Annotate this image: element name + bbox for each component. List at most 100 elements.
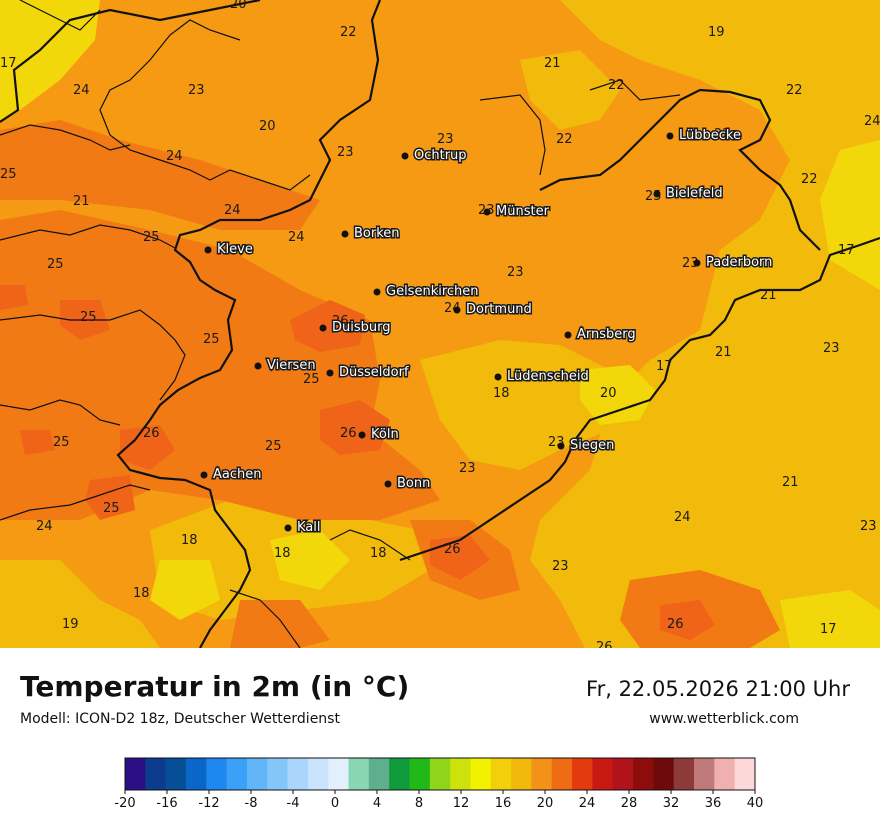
tick-label: -4 [287, 796, 300, 811]
city-label: Lübbecke [679, 128, 741, 143]
temperature-label: 23 [860, 519, 877, 534]
temperature-label: 22 [608, 78, 625, 93]
color-swatch [185, 758, 207, 790]
temperature-label: 21 [715, 345, 732, 360]
city-dot [693, 259, 701, 267]
city-dot [200, 471, 208, 479]
tick-label: 40 [747, 796, 764, 811]
temperature-label: 24 [288, 230, 305, 245]
temperature-label: 17 [820, 622, 837, 637]
city-dot [564, 331, 572, 339]
city-label: Paderborn [706, 255, 772, 270]
temperature-label: 18 [133, 586, 150, 601]
temperature-label: 17 [838, 243, 855, 258]
temperature-label: 21 [73, 194, 90, 209]
city-dot [254, 362, 262, 370]
city-paderborn: Paderborn [693, 254, 774, 272]
city-dot [284, 524, 292, 532]
city-label: Kall [297, 520, 321, 535]
city-label: Aachen [213, 467, 261, 482]
city-dot [341, 230, 349, 238]
temperature-label: 25 [143, 230, 160, 245]
city-dot [204, 246, 212, 254]
color-swatch [734, 758, 756, 790]
temperature-label: 24 [674, 510, 691, 525]
color-swatch [551, 758, 573, 790]
color-swatch [531, 758, 553, 790]
color-swatch [612, 758, 634, 790]
color-swatch [653, 758, 675, 790]
city-label: Bonn [397, 476, 430, 491]
temperature-label: 24 [73, 83, 90, 98]
city-dot [373, 288, 381, 296]
temperature-map: 20 19 22 17 21 22 24 23 22 24 20 23 23 2… [0, 0, 880, 648]
website-link[interactable]: www.wetterblick.com [649, 711, 799, 727]
city-dot [319, 324, 327, 332]
tick-label: 36 [705, 796, 722, 811]
temperature-label: 24 [224, 203, 241, 218]
temperature-label: 22 [801, 172, 818, 187]
temperature-label: 18 [370, 546, 387, 561]
temperature-label: 21 [760, 288, 777, 303]
city-label: Borken [354, 226, 400, 241]
city-dot [358, 431, 366, 439]
color-swatch [470, 758, 492, 790]
city-label: Münster [496, 204, 550, 219]
map-title: Temperatur in 2m (in °C) [20, 670, 410, 703]
borders [0, 0, 880, 648]
city-label: Arnsberg [577, 327, 636, 342]
tick-label: -16 [156, 796, 177, 811]
temperature-label: 18 [181, 533, 198, 548]
temperature-label: 22 [556, 132, 573, 147]
city-viersen: Viersen [254, 357, 317, 375]
color-swatch [145, 758, 167, 790]
city-dot [326, 369, 334, 377]
temperature-label: 23 [682, 256, 699, 271]
model-info: Modell: ICON-D2 18z, Deutscher Wetterdie… [20, 711, 340, 727]
city-dot [384, 480, 392, 488]
temperature-label: 20 [600, 386, 617, 401]
temperature-label: 25 [80, 310, 97, 325]
temperature-label: 18 [493, 386, 510, 401]
city-markers: Lübbecke Ochtrup Bielefeld Münster Kleve… [200, 127, 774, 537]
tick-label: -8 [245, 796, 258, 811]
tick-label: -20 [114, 796, 135, 811]
temperature-label: 26 [596, 640, 613, 648]
city-kleve: Kleve [204, 241, 254, 259]
city-gelsenkirchen: Gelsenkirchen [373, 283, 480, 301]
city-muenster: Münster [483, 203, 551, 221]
city-siegen: Siegen [557, 437, 616, 455]
tick-label: 24 [579, 796, 596, 811]
temperature-label: 24 [36, 519, 53, 534]
color-swatch [125, 758, 146, 790]
temperature-label: 23 [337, 145, 354, 160]
city-ochtrup: Ochtrup [401, 147, 468, 165]
city-bielefeld: Bielefeld [653, 185, 724, 203]
city-label: Viersen [267, 358, 316, 373]
color-swatch [409, 758, 431, 790]
city-kall: Kall [284, 519, 322, 537]
city-label: Köln [371, 427, 399, 442]
color-scale: -20 -16 -12 -8 -4 0 4 8 12 16 20 24 28 32 36 40 [0, 755, 880, 830]
tick-label: 8 [415, 796, 423, 811]
city-dot [666, 132, 674, 140]
color-swatch [206, 758, 228, 790]
color-swatch [633, 758, 654, 790]
temperature-label: 23 [507, 265, 524, 280]
city-dot [557, 442, 565, 450]
color-scale-ticks: -20 -16 -12 -8 -4 0 4 8 12 16 20 24 28 32 36 40 [114, 790, 763, 811]
city-bonn: Bonn [384, 475, 432, 493]
city-aachen: Aachen [200, 466, 263, 484]
color-swatch [714, 758, 736, 790]
temperature-label: 25 [265, 439, 282, 454]
city-dot [453, 306, 461, 314]
temperature-label: 18 [274, 546, 291, 561]
temperature-label: 23 [823, 341, 840, 356]
temperature-label: 22 [714, 127, 731, 142]
color-swatch [165, 758, 187, 790]
color-swatch [694, 758, 715, 790]
color-swatch [673, 758, 695, 790]
color-swatch [328, 758, 349, 790]
city-dot [483, 208, 491, 216]
temperature-label: 23 [188, 83, 205, 98]
